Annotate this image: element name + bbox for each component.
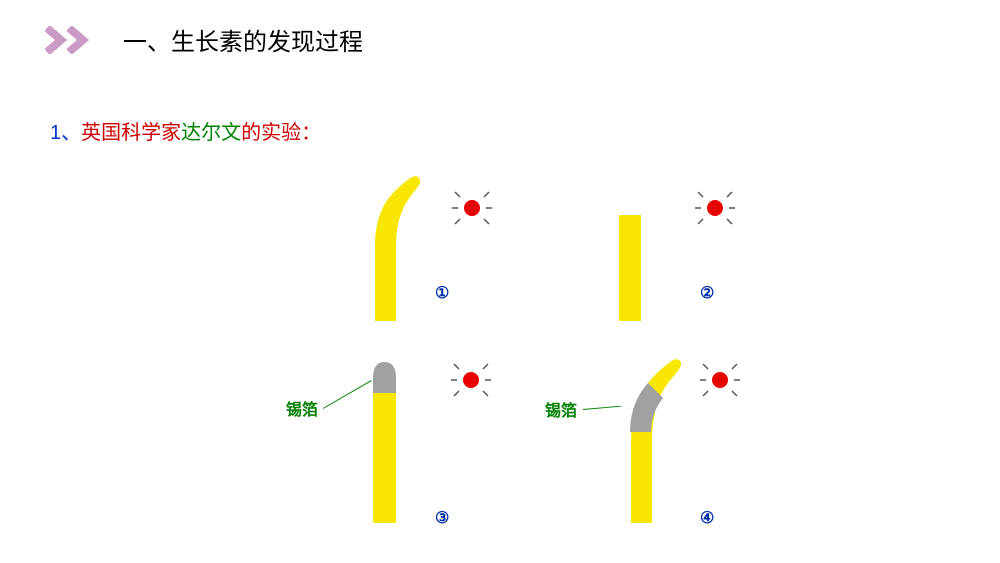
light-2 — [695, 188, 735, 228]
diagram-area: ① ② ③ ④ 锡箔 锡箔 — [0, 168, 1000, 563]
light-4 — [700, 360, 740, 400]
subtitle: 1、英国科学家达尔文的实验： — [50, 116, 321, 145]
foil-label-3: 锡箔 — [286, 396, 318, 420]
light-1 — [452, 188, 492, 228]
label-3: ③ — [435, 508, 449, 528]
subtitle-suffix: 的实验： — [241, 122, 321, 144]
foil-label-4: 锡箔 — [545, 397, 577, 421]
label-1: ① — [435, 283, 449, 303]
page-title: 一、生长素的发现过程 — [123, 22, 363, 57]
label-4: ④ — [700, 508, 714, 528]
chevron-icon — [45, 26, 105, 54]
subtitle-prefix: 英国科学家 — [81, 122, 181, 144]
label-2: ② — [700, 283, 714, 303]
light-3 — [451, 360, 491, 400]
subtitle-name: 达尔文 — [181, 122, 241, 144]
subtitle-number: 1、 — [50, 122, 81, 144]
